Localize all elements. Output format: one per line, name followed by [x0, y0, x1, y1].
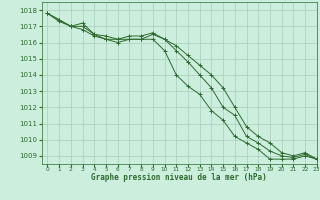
X-axis label: Graphe pression niveau de la mer (hPa): Graphe pression niveau de la mer (hPa)	[91, 173, 267, 182]
